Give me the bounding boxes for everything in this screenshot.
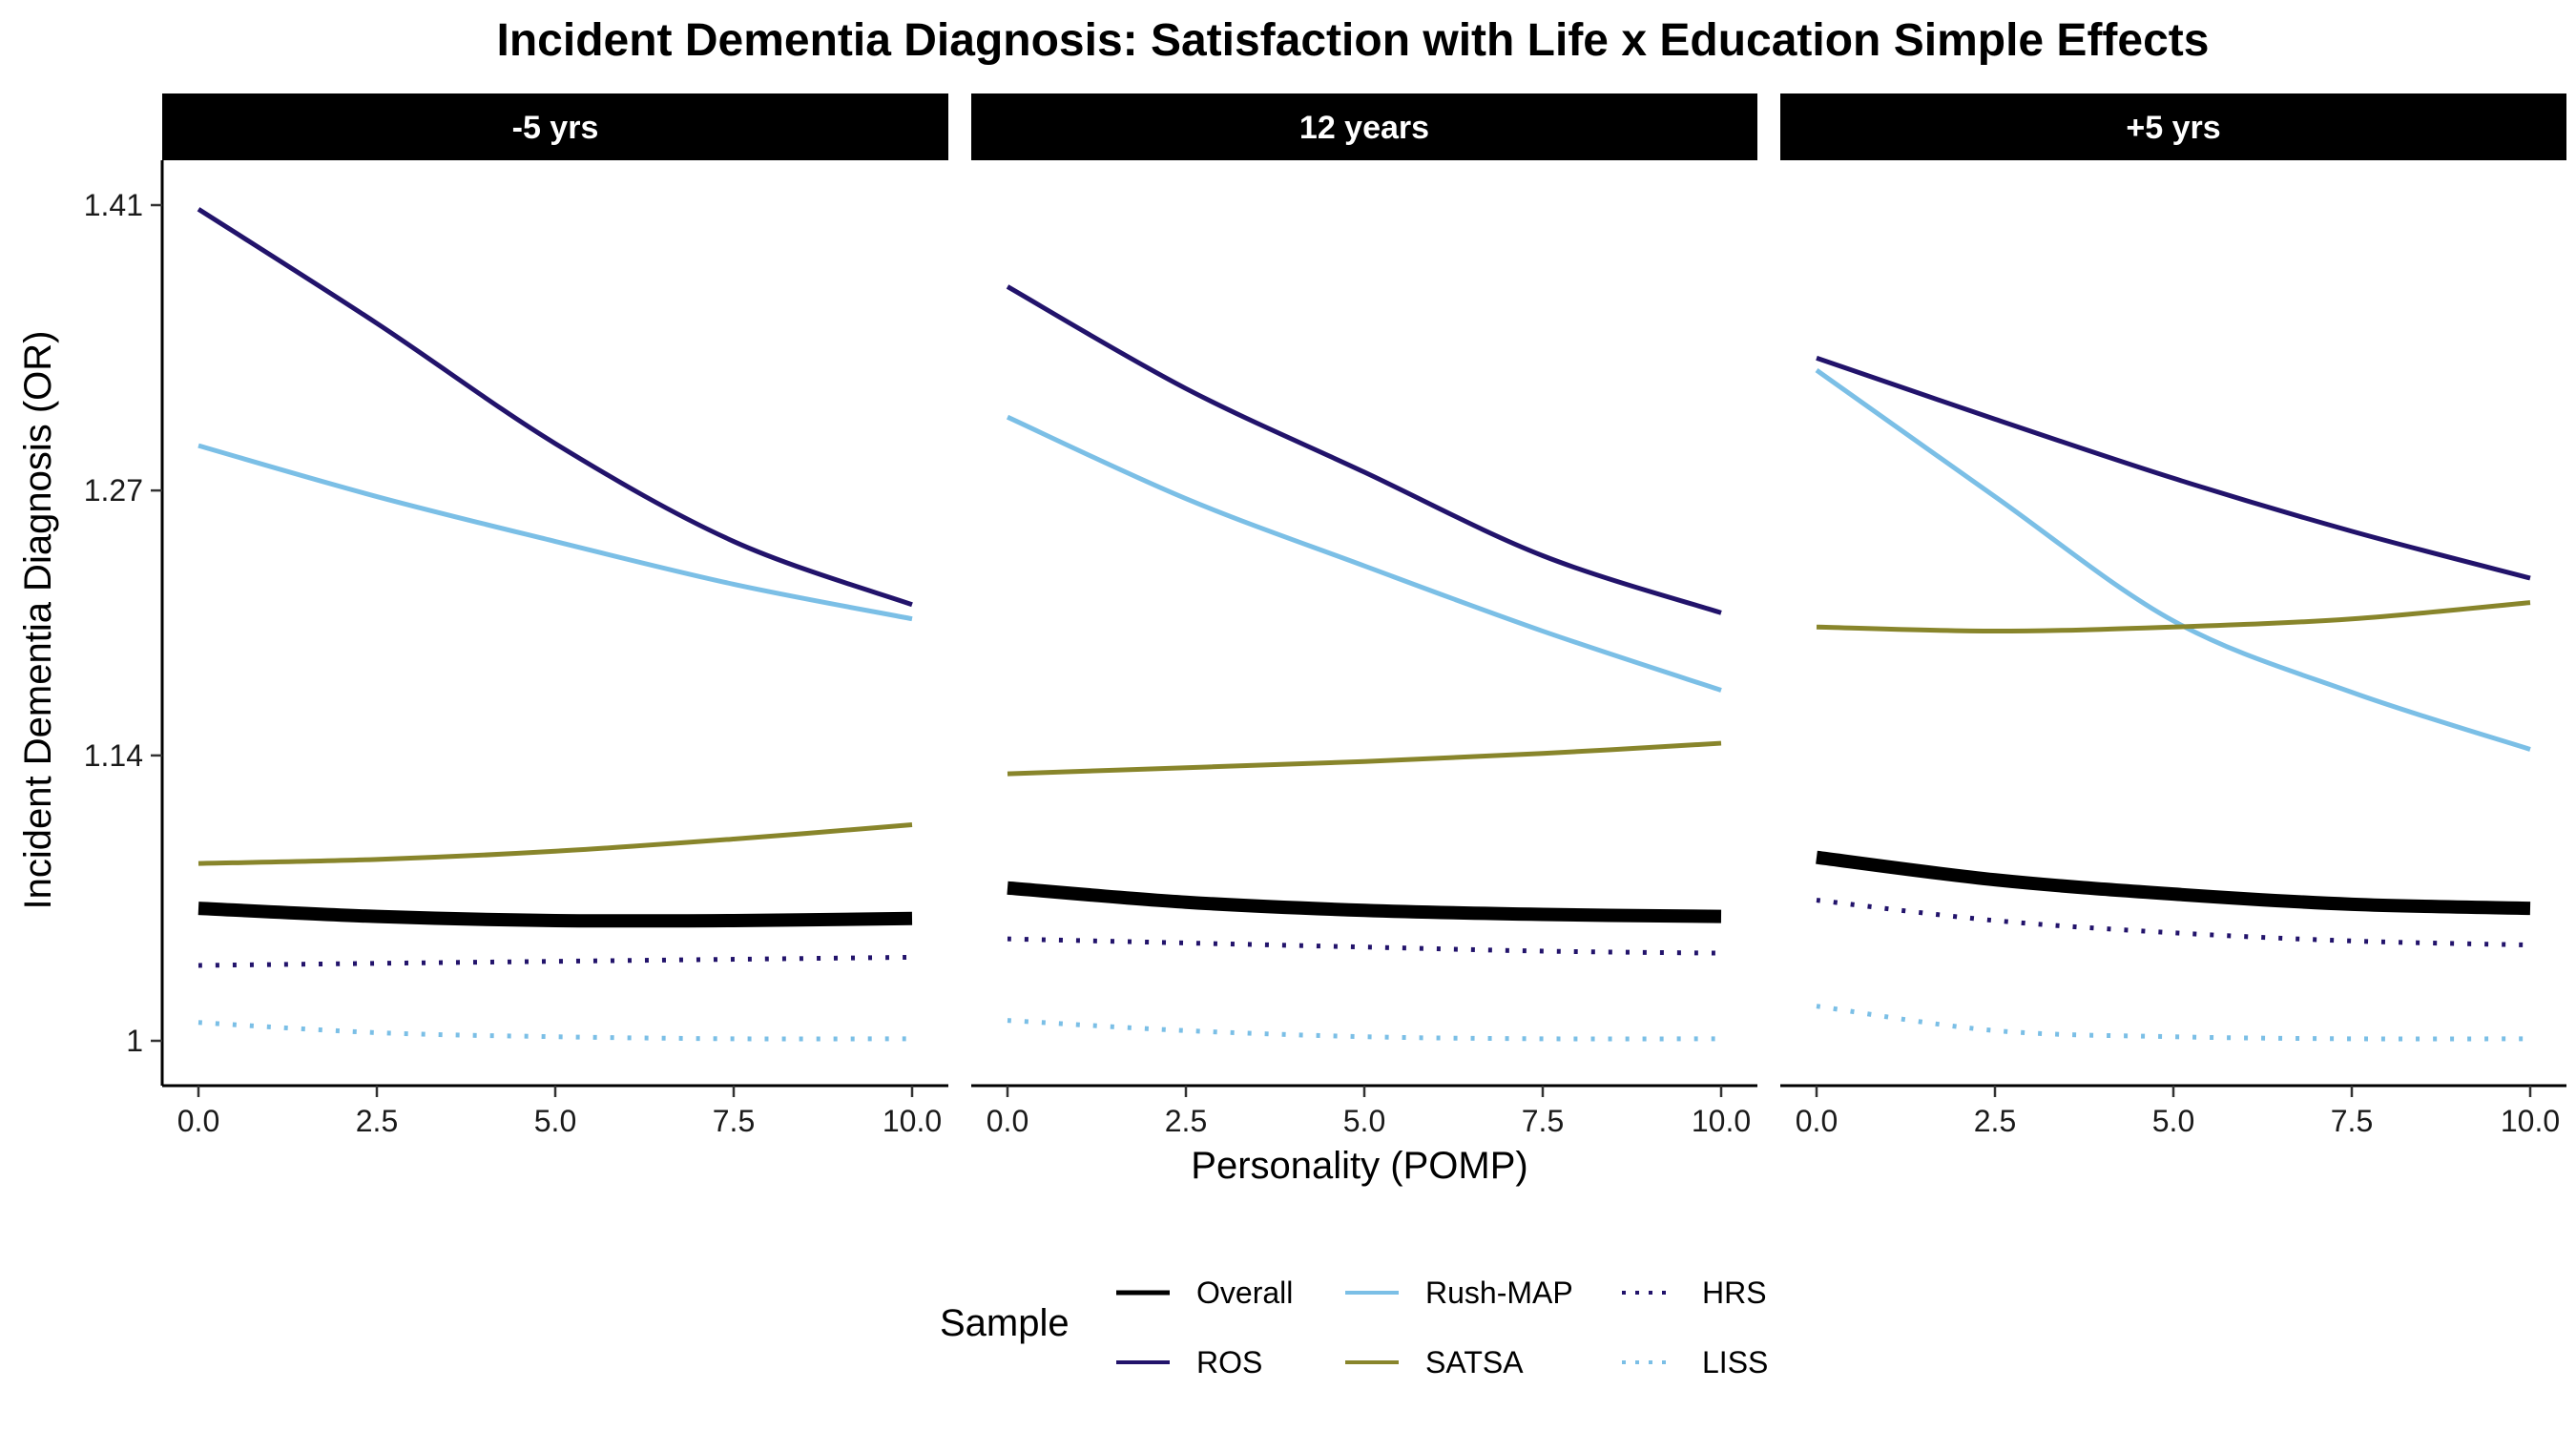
x-tick-label: 0.0	[177, 1104, 219, 1138]
series-line-overall	[197, 902, 913, 928]
legend-label: LISS	[1702, 1345, 1768, 1379]
facet-label: 12 years	[1299, 110, 1429, 146]
series-line-liss	[197, 1020, 913, 1042]
facet-strip-12-years	[971, 93, 1757, 160]
x-tick-label: 5.0	[2152, 1104, 2194, 1138]
legend: Sample Overall ROS Rush-MAP SATSA HRS LISS	[940, 1275, 1768, 1379]
y-tick-label: 1.14	[84, 738, 143, 773]
facet-strip-5-yrs	[1780, 93, 2566, 160]
series-line-overall	[1816, 850, 2531, 916]
y-axis-title: Incident Dementia Diagnosis (OR)	[17, 331, 59, 910]
series-line-satsa	[1007, 740, 1722, 777]
facet-strip-5-yrs	[162, 93, 948, 160]
series-line-ros	[197, 207, 913, 608]
series-line-overall	[1007, 881, 1722, 923]
legend-item-liss: LISS	[1622, 1345, 1768, 1379]
legend-item-overall: Overall	[1116, 1275, 1293, 1310]
series-line-rush-map	[1815, 368, 2531, 752]
legend-label: SATSA	[1425, 1345, 1524, 1379]
x-tick-label: 5.0	[534, 1104, 576, 1138]
legend-label: Rush-MAP	[1425, 1275, 1573, 1310]
series-line-liss	[1816, 1004, 2531, 1042]
x-tick-label: 0.0	[1796, 1104, 1838, 1138]
legend-item-satsa: SATSA	[1345, 1345, 1524, 1379]
legend-label: ROS	[1196, 1345, 1262, 1379]
legend-item-ros: ROS	[1116, 1345, 1262, 1379]
y-tick-label: 1	[126, 1024, 143, 1058]
legend-title: Sample	[940, 1302, 1070, 1344]
x-tick-label: 5.0	[1343, 1104, 1385, 1138]
series-line-ros	[1006, 284, 1722, 615]
x-tick-label: 7.5	[2331, 1104, 2373, 1138]
series-line-liss	[1007, 1018, 1722, 1042]
panel-5-yrs: -5 yrs 1 1.14 1.27 1.41 0.0 2.5 5.0 7.5 10.0	[84, 93, 948, 1138]
legend-item-hrs: HRS	[1622, 1275, 1767, 1310]
series-line-ros	[1816, 355, 2531, 581]
x-tick-label: 2.5	[356, 1104, 398, 1138]
series-line-hrs	[1007, 936, 1722, 956]
x-tick-label: 10.0	[883, 1104, 942, 1138]
y-tick-label: 1.41	[84, 188, 143, 222]
facet-label: +5 yrs	[2126, 110, 2220, 146]
x-tick-label: 2.5	[1165, 1104, 1207, 1138]
x-tick-label: 2.5	[1974, 1104, 2016, 1138]
x-tick-label: 10.0	[1692, 1104, 1751, 1138]
chart-title: Incident Dementia Diagnosis: Satisfactio…	[497, 15, 2210, 66]
legend-item-rush-map: Rush-MAP	[1345, 1275, 1573, 1310]
facet-label: -5 yrs	[512, 110, 599, 146]
series-line-rush-map	[197, 443, 913, 622]
y-tick-label: 1.27	[84, 473, 143, 508]
x-tick-label: 7.5	[713, 1104, 755, 1138]
x-tick-label: 7.5	[1522, 1104, 1564, 1138]
series-line-hrs	[197, 954, 913, 968]
series-line-rush-map	[1006, 414, 1722, 693]
panel-5-yrs: +5 yrs 0.0 2.5 5.0 7.5 10.0	[1780, 93, 2566, 1138]
x-tick-label: 10.0	[2501, 1104, 2560, 1138]
series-line-satsa	[197, 822, 913, 866]
series-line-satsa	[1816, 600, 2531, 634]
x-tick-label: 0.0	[987, 1104, 1028, 1138]
legend-label: HRS	[1702, 1275, 1767, 1310]
x-axis-title: Personality (POMP)	[1191, 1145, 1527, 1187]
legend-label: Overall	[1196, 1275, 1293, 1310]
panel-12-years: 12 years 0.0 2.5 5.0 7.5 10.0	[971, 93, 1757, 1138]
